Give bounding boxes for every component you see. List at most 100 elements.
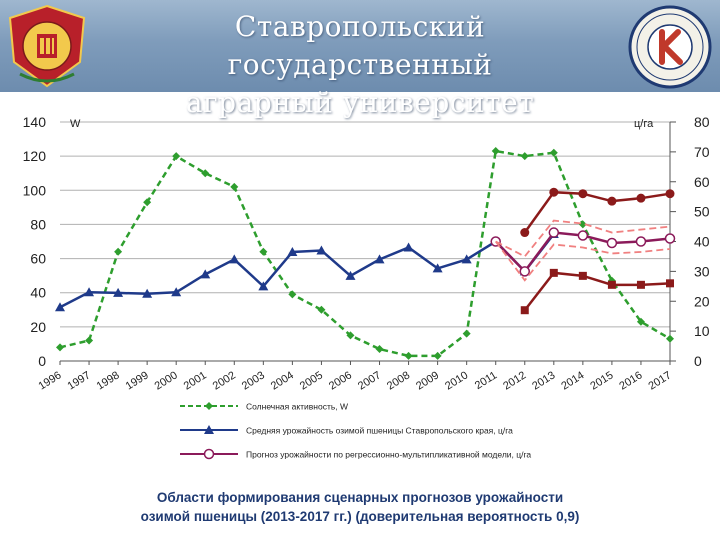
caption-line-1: Области формирования сценарных прогнозов… (156, 490, 564, 505)
data-point-triangle (171, 287, 182, 297)
data-point-triangle (204, 425, 214, 434)
series-0 (56, 147, 674, 360)
legend-entry: Солнечная активность, W (180, 402, 348, 412)
series-line (495, 219, 671, 258)
data-point-square (549, 268, 558, 277)
y-right-tick-label: 80 (694, 114, 710, 130)
data-point-triangle (345, 270, 356, 280)
y-left-tick-label: 100 (23, 182, 47, 198)
data-point-square (578, 271, 587, 280)
legend-entry: Средняя урожайность озимой пшеницы Ставр… (180, 425, 513, 436)
data-point-open-circle (548, 227, 560, 238)
page-title: Ставропольский государственный аграрный … (100, 8, 620, 122)
y-right-tick-label: 70 (694, 144, 710, 160)
data-point-triangle (287, 246, 298, 256)
data-point-circle (578, 189, 588, 199)
data-point-triangle (229, 254, 240, 264)
data-point-diamond (317, 305, 326, 314)
y-right-tick-label: 10 (694, 323, 710, 339)
y-left-tick-label: 20 (30, 319, 46, 335)
legend-label: Средняя урожайность озимой пшеницы Ставр… (246, 426, 513, 436)
data-point-diamond (636, 317, 645, 326)
series-6 (494, 240, 671, 282)
data-point-diamond (205, 402, 213, 410)
y-right-axis-label: ц/га (634, 118, 654, 130)
y-right-tick-label: 50 (694, 204, 710, 220)
data-point-diamond (491, 147, 500, 156)
x-tick-label: 2015 (588, 369, 615, 392)
y-right-tick-label: 30 (694, 263, 710, 279)
data-point-diamond (143, 198, 152, 207)
legend-label: Солнечная активность, W (246, 402, 348, 412)
data-point-open-circle (664, 233, 676, 244)
data-point-open-circle (519, 266, 531, 277)
legend: Солнечная активность, W Средняя урожайнос… (180, 402, 531, 460)
y-left-tick-label: 120 (23, 148, 47, 164)
x-tick-label: 2012 (501, 369, 528, 392)
x-tick-label: 2008 (385, 369, 412, 392)
x-tick-label: 2009 (414, 369, 441, 392)
series-line (523, 271, 671, 311)
x-tick-label: 2013 (530, 369, 557, 392)
x-tick-label: 2002 (211, 369, 238, 392)
x-tick-label: 1997 (66, 369, 93, 392)
y-left-axis-label: W (70, 118, 81, 130)
data-point-open-circle (577, 230, 589, 241)
data-point-square (520, 306, 529, 315)
series-line (494, 240, 671, 282)
x-tick-label: 2011 (473, 369, 499, 392)
series-group (55, 147, 676, 360)
data-point-diamond (172, 152, 181, 161)
data-point-diamond (375, 345, 384, 354)
caption-line-2: озимой пшеницы (2013-2017 гг.) (доверите… (140, 509, 580, 524)
data-point-triangle (200, 269, 211, 279)
title-line-2: аграрный университет (185, 86, 535, 119)
data-point-triangle (142, 288, 153, 298)
data-point-triangle (113, 287, 124, 297)
data-point-diamond (56, 343, 64, 352)
series-1 (55, 229, 559, 312)
data-point-diamond (259, 247, 268, 256)
data-point-triangle (316, 245, 327, 255)
x-tick-label: 2007 (356, 369, 383, 392)
data-point-diamond (346, 331, 355, 340)
x-tick-label: 2005 (298, 369, 325, 392)
x-tick-label: 2006 (327, 369, 354, 392)
data-point-triangle (55, 302, 65, 312)
y-left-tick-label: 60 (30, 251, 46, 267)
series-5 (495, 219, 671, 258)
yield-chart: 0 20 40 60 80 100 120 140 0 10 20 30 40 50 60 70 80 W ц/га… (23, 114, 710, 460)
x-tick-label: 1996 (36, 369, 63, 392)
data-point-triangle (432, 263, 443, 273)
university-emblem-icon (8, 4, 86, 88)
x-tick-label: 2014 (559, 369, 586, 392)
data-point-diamond (85, 336, 94, 345)
data-point-triangle (461, 254, 472, 264)
data-point-square (666, 279, 674, 288)
data-point-diamond (549, 148, 558, 157)
data-point-triangle (374, 254, 385, 264)
y-left-tick-label: 0 (38, 353, 46, 369)
series-3 (520, 187, 675, 238)
data-point-open-circle (203, 448, 215, 460)
data-point-open-circle (606, 237, 618, 249)
series-2 (490, 227, 676, 277)
data-point-circle (520, 228, 530, 238)
series-line (59, 149, 671, 358)
x-tick-label: 2004 (269, 369, 296, 392)
header-banner: Ставропольский государственный аграрный … (0, 0, 720, 119)
legend-entry: Прогноз урожайности по регрессионно-муль… (180, 448, 531, 460)
y-right-tick-label: 0 (694, 353, 702, 369)
x-tick-label: 1999 (124, 369, 151, 392)
title-line-1: Ставропольский государственный (227, 10, 493, 81)
grid-lines (60, 121, 670, 362)
data-point-square (607, 280, 616, 289)
legend-label: Прогноз урожайности по регрессионно-муль… (246, 450, 531, 460)
data-point-diamond (230, 182, 239, 191)
institute-logo-icon (628, 5, 712, 89)
data-point-triangle (84, 287, 95, 297)
x-tick-label: 2016 (617, 369, 644, 392)
chart-caption: Области формирования сценарных прогнозов… (40, 488, 680, 526)
x-tick-label: 2001 (182, 369, 209, 392)
y-left-tick-label: 80 (30, 216, 46, 232)
